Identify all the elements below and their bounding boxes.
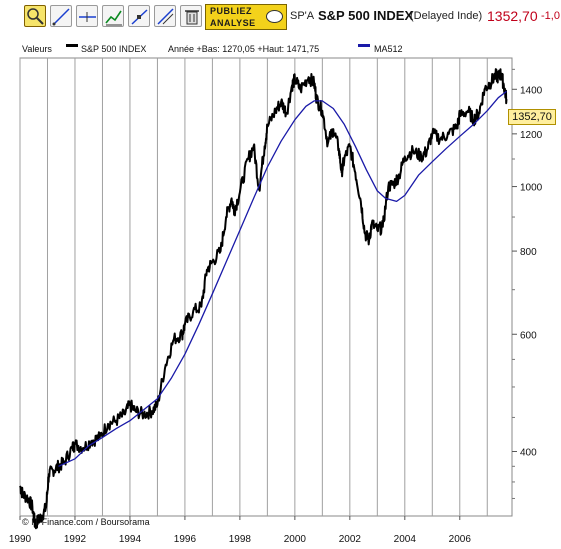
toolbar: PUBLIEZ ANALYSE SP'A S&P 500 INDEX (Dela…	[0, 0, 561, 36]
price-change: -1,0	[541, 10, 560, 22]
y-tick-label: 600	[520, 330, 537, 341]
fibonacci-icon[interactable]	[154, 5, 176, 27]
series-line-sp500	[19, 68, 508, 530]
analyse-label: ANALYSE	[210, 18, 256, 28]
legend-year-stats: Année +Bas: 1270,05 +Haut: 1471,75	[168, 44, 320, 54]
x-tick-label: 2006	[449, 534, 472, 545]
chart-legend: Valeurs S&P 500 INDEX Année +Bas: 1270,0…	[22, 44, 512, 56]
y-tick-label: 1200	[520, 130, 543, 141]
y-axis-ticks: 400 600 800 1000 1200 1400	[512, 68, 543, 499]
zoom-icon[interactable]	[24, 5, 46, 27]
legend-series-sp500: S&P 500 INDEX	[81, 44, 147, 54]
trend-line-icon[interactable]	[128, 5, 150, 27]
legend-series-ma512: MA512	[374, 44, 403, 54]
legend-values-label: Valeurs	[22, 44, 52, 54]
copyright-notice: © IT-Finance.com / Boursorama	[22, 517, 150, 527]
delete-icon[interactable]	[180, 5, 202, 27]
x-tick-label: 2000	[284, 534, 307, 545]
x-axis-ticks: 1990 1992 1994 1996 1998 2000 2002 2004 2006	[9, 516, 471, 545]
x-tick-label: 1996	[174, 534, 197, 545]
series-line-ma512	[58, 90, 507, 467]
x-tick-label: 2002	[339, 534, 362, 545]
quote-status: (Delayed Inde)	[410, 10, 483, 22]
y-tick-label: 1400	[520, 85, 543, 96]
legend-swatch-ma512	[358, 44, 370, 47]
x-tick-label: 1994	[119, 534, 142, 545]
x-tick-label: 2004	[394, 534, 417, 545]
speech-bubble-icon	[266, 10, 283, 23]
current-price-marker: 1352,70	[508, 109, 556, 125]
publiez-label: PUBLIEZ	[210, 6, 253, 16]
y-tick-label: 400	[520, 447, 537, 458]
ticker-symbol: SP'A	[290, 10, 315, 22]
chart-indicator-icon[interactable]	[102, 5, 124, 27]
x-tick-label: 1998	[229, 534, 252, 545]
publiez-analyse-button[interactable]: PUBLIEZ ANALYSE	[205, 4, 287, 30]
plot-area	[19, 57, 513, 517]
instrument-title: S&P 500 INDEX	[318, 8, 414, 23]
grid-lines	[19, 58, 488, 516]
draw-line-icon[interactable]	[50, 5, 72, 27]
x-tick-label: 1990	[9, 534, 32, 545]
last-price: 1352,70	[487, 8, 538, 24]
y-tick-label: 800	[520, 247, 537, 258]
y-tick-label: 1000	[520, 183, 543, 194]
x-tick-label: 1992	[64, 534, 87, 545]
legend-swatch-sp500	[66, 44, 78, 47]
series-lines	[19, 68, 508, 530]
horizontal-line-icon[interactable]	[76, 5, 98, 27]
